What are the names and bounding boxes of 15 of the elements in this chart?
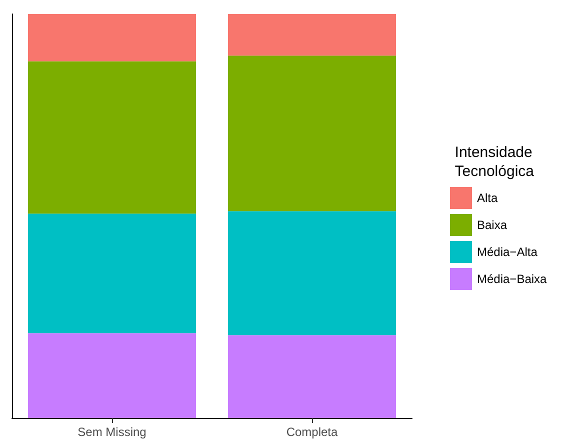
x-tick-label: Sem Missing [78,425,146,439]
bar [228,56,396,212]
legend-label: Baixa [477,218,508,232]
bar [228,211,396,336]
legend-label: Média−Alta [477,245,538,259]
legend-label: Alta [477,191,498,205]
bar [28,14,196,62]
bar [228,335,396,418]
bar [28,333,196,418]
legend-label: Média−Baixa [477,272,548,286]
x-tick-label: Completa [286,425,338,439]
legend-title: Intensidade Tecnológica [454,144,535,180]
bar [28,214,196,334]
bar [228,14,396,56]
bar [28,61,196,214]
